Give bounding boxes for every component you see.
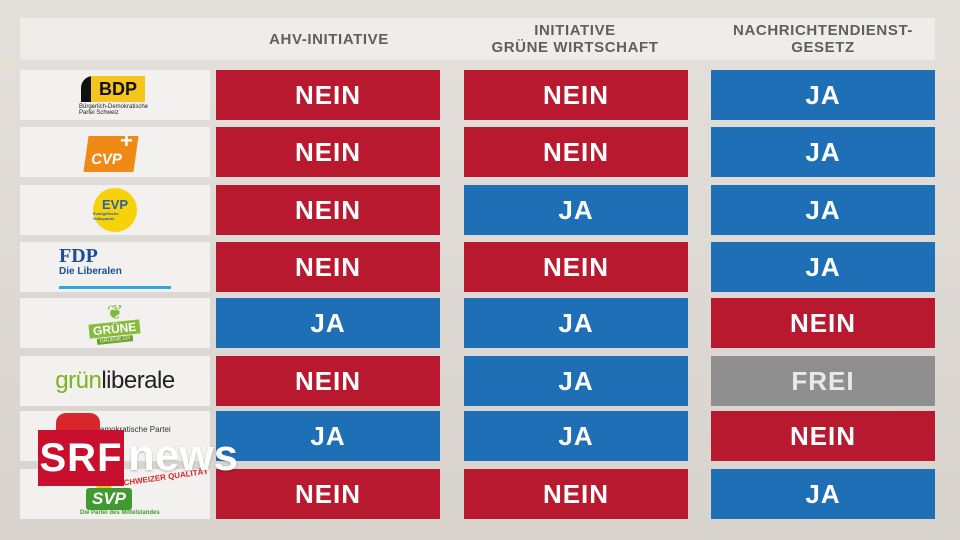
- vote-cell: JA: [216, 298, 440, 348]
- table-row: NEIN NEIN JA: [20, 469, 935, 519]
- party-logo-cell: BDP Bürgerlich-Demokratische Partei Schw…: [20, 70, 210, 120]
- vote-cell: NEIN: [216, 185, 440, 235]
- table-row: grünliberale NEIN JA FREI: [20, 356, 935, 406]
- vote-cell: NEIN: [464, 469, 688, 519]
- cross-icon: +: [120, 128, 133, 153]
- table-row: JA JA NEIN: [20, 411, 935, 461]
- header-bar: [20, 18, 935, 60]
- table-row: EVP Evangelische Volkspartei NEIN JA JA: [20, 185, 935, 235]
- svp-logo: SVP: [86, 488, 132, 510]
- gruenliberale-rest-part: liberale: [101, 367, 175, 394]
- fdp-logo: FDP Die Liberalen: [59, 246, 171, 289]
- column-header-nachrichtendienst: NACHRICHTENDIENST- GESETZ: [733, 22, 913, 56]
- vote-cell: NEIN: [216, 70, 440, 120]
- party-logo-cell: FDP Die Liberalen: [20, 242, 210, 292]
- party-logo-cell: ❦ GRÜNE GRUENE.CH: [20, 298, 210, 348]
- vote-cell: JA: [464, 411, 688, 461]
- gruenliberale-logo: grünliberale: [55, 367, 175, 395]
- party-logo-cell: CVP +: [20, 127, 210, 177]
- table-row: BDP Bürgerlich-Demokratische Partei Schw…: [20, 70, 935, 120]
- table-row: CVP + NEIN NEIN JA: [20, 127, 935, 177]
- gruene-logo: ❦ GRÜNE GRUENE.CH: [88, 301, 142, 345]
- vote-cell: JA: [711, 127, 935, 177]
- vote-cell: JA: [216, 411, 440, 461]
- bdp-logo: BDP Bürgerlich-Demokratische Partei Schw…: [75, 73, 155, 117]
- vote-cell: NEIN: [464, 127, 688, 177]
- vote-cell: JA: [464, 356, 688, 406]
- column-header-gruene-wirtschaft: INITIATIVE GRÜNE WIRTSCHAFT: [491, 22, 659, 56]
- table-row: FDP Die Liberalen NEIN NEIN JA: [20, 242, 935, 292]
- vote-cell: JA: [711, 185, 935, 235]
- srf-logo: SRF: [38, 430, 124, 486]
- news-wordmark: news: [128, 431, 239, 480]
- vote-cell: NEIN: [216, 356, 440, 406]
- vote-cell: JA: [464, 185, 688, 235]
- vote-cell: NEIN: [711, 298, 935, 348]
- vote-cell: NEIN: [216, 469, 440, 519]
- vote-cell: NEIN: [216, 127, 440, 177]
- party-logo-cell: EVP Evangelische Volkspartei: [20, 185, 210, 235]
- cvp-logo: CVP +: [83, 128, 144, 174]
- vote-cell: NEIN: [711, 411, 935, 461]
- divider: [59, 285, 171, 289]
- party-logo-cell: grünliberale: [20, 356, 210, 406]
- vote-cell: JA: [711, 469, 935, 519]
- vote-cell: JA: [464, 298, 688, 348]
- vote-cell: NEIN: [464, 70, 688, 120]
- vote-cell: JA: [711, 242, 935, 292]
- vote-cell: NEIN: [216, 242, 440, 292]
- vote-cell: JA: [711, 70, 935, 120]
- table-row: ❦ GRÜNE GRUENE.CH JA JA NEIN: [20, 298, 935, 348]
- vote-cell: NEIN: [464, 242, 688, 292]
- evp-logo: EVP Evangelische Volkspartei: [93, 188, 137, 232]
- column-header-ahv: AHV-INITIATIVE: [269, 30, 389, 48]
- gruenliberale-green-part: grün: [55, 367, 102, 394]
- vote-cell: FREI: [711, 356, 935, 406]
- svp-tagline: Die Partei des Mittelstandes: [80, 510, 160, 516]
- leaf-icon: ❦: [106, 301, 124, 324]
